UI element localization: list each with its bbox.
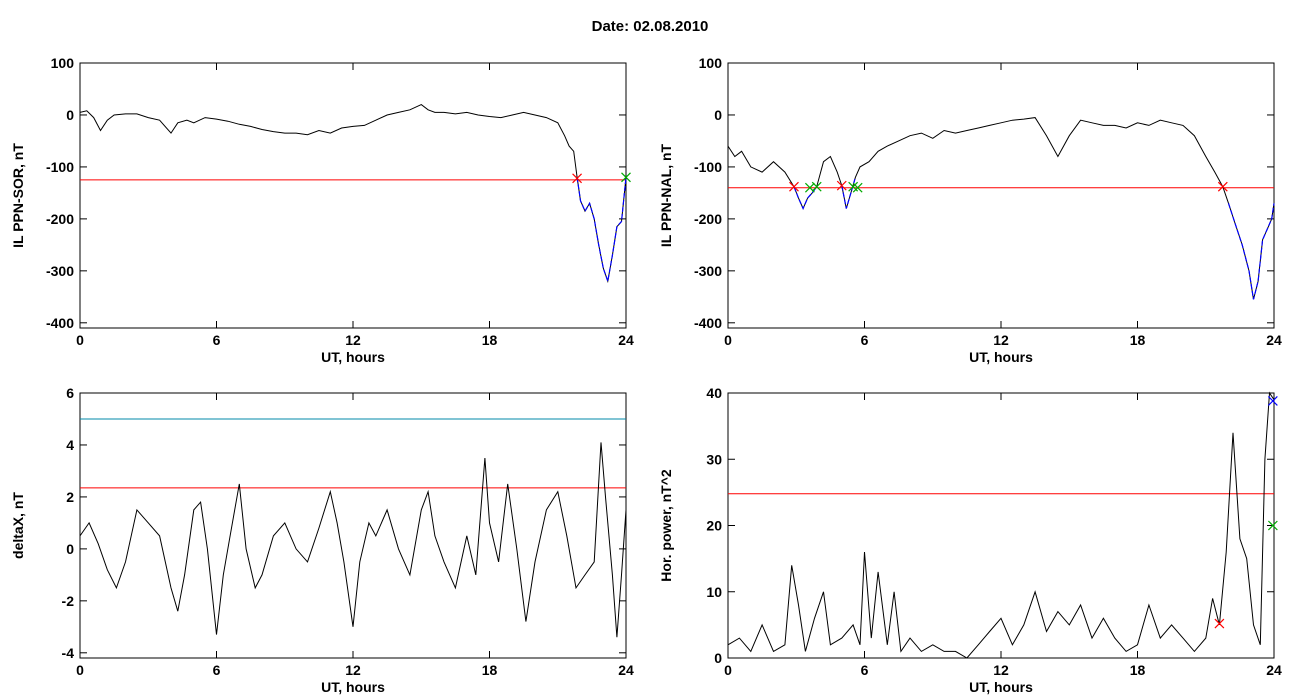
y-tick-label: -4 — [62, 645, 75, 661]
event-marker — [811, 181, 822, 192]
x-tick-label: 0 — [76, 332, 84, 348]
x-tick-label: 12 — [345, 332, 361, 348]
x-tick-label: 0 — [724, 332, 732, 348]
y-axis-label: IL PPN-SOR, nT — [10, 143, 26, 248]
marker-stroke — [1267, 520, 1278, 531]
y-tick-label: 10 — [706, 584, 722, 600]
event-marker — [572, 173, 583, 184]
x-tick-label: 24 — [618, 662, 634, 678]
y-tick-label: -200 — [694, 211, 722, 227]
event-marker — [1267, 520, 1278, 531]
y-tick-label: 100 — [51, 55, 75, 71]
y-tick-label: -2 — [62, 593, 75, 609]
marker-stroke — [836, 180, 847, 191]
y-tick-label: 6 — [66, 385, 74, 401]
y-tick-label: -400 — [46, 315, 74, 331]
x-tick-label: 18 — [482, 662, 498, 678]
y-tick-label: -300 — [46, 263, 74, 279]
marker-stroke — [1214, 618, 1225, 629]
data-series-line — [727, 391, 1275, 659]
x-tick-label: 18 — [1130, 662, 1146, 678]
marker-stroke — [572, 173, 583, 184]
data-series-line — [79, 442, 627, 638]
event-marker — [1214, 618, 1225, 629]
x-axis-label: UT, hours — [321, 349, 385, 365]
x-tick-label: 12 — [993, 662, 1009, 678]
x-tick-label: 6 — [213, 332, 221, 348]
x-tick-label: 6 — [861, 662, 869, 678]
marker-stroke — [789, 181, 799, 192]
y-tick-label: 0 — [66, 107, 74, 123]
x-tick-label: 6 — [213, 662, 221, 678]
data-series-line — [79, 104, 627, 284]
y-tick-label: -200 — [46, 211, 74, 227]
x-tick-label: 18 — [1130, 332, 1146, 348]
marker-stroke — [848, 181, 859, 192]
y-axis-label: IL PPN-NAL, nT — [658, 143, 674, 247]
x-tick-label: 12 — [993, 332, 1009, 348]
x-axis-label: UT, hours — [969, 349, 1033, 365]
x-tick-label: 24 — [618, 332, 634, 348]
event-marker — [1267, 396, 1278, 406]
plot-frame — [79, 62, 627, 329]
y-tick-label: -300 — [694, 263, 722, 279]
x-tick-label: 0 — [76, 662, 84, 678]
plot-frame — [79, 392, 627, 659]
x-tick-label: 0 — [724, 662, 732, 678]
x-tick-label: 24 — [1266, 662, 1282, 678]
event-marker — [621, 172, 631, 183]
y-tick-label: -100 — [694, 159, 722, 175]
marker-stroke — [1217, 181, 1228, 192]
x-tick-label: 24 — [1266, 332, 1282, 348]
y-tick-label: -100 — [46, 159, 74, 175]
figure-title: Date: 02.08.2010 — [591, 18, 709, 35]
y-tick-label: 2 — [66, 489, 74, 505]
highlight-segment — [841, 177, 856, 209]
event-marker — [1217, 181, 1228, 192]
marker-stroke — [621, 172, 631, 183]
y-axis-label: Hor. power, nT^2 — [658, 469, 674, 582]
y-tick-label: 0 — [714, 107, 722, 123]
event-marker — [852, 182, 863, 193]
highlight-segment — [576, 177, 627, 284]
y-tick-label: 0 — [714, 650, 722, 666]
y-tick-label: 0 — [66, 541, 74, 557]
highlight-segment — [793, 186, 818, 210]
x-axis-label: UT, hours — [969, 679, 1033, 695]
y-axis-label: deltaX, nT — [10, 492, 26, 559]
x-tick-label: 6 — [861, 332, 869, 348]
marker-stroke — [811, 181, 822, 192]
panel-il-ppn-sor: 0 6 12 18 24 -400 -300 -200 -100 0 100 UT, hours IL … — [10, 55, 634, 365]
y-tick-label: 40 — [706, 385, 722, 401]
highlight-segment — [1227, 203, 1275, 300]
marker-stroke — [1267, 396, 1278, 406]
x-tick-label: 18 — [482, 332, 498, 348]
x-axis-label: UT, hours — [321, 679, 385, 695]
y-tick-label: 30 — [706, 451, 722, 467]
y-tick-label: 100 — [699, 55, 723, 71]
y-tick-label: -400 — [694, 315, 722, 331]
x-tick-label: 12 — [345, 662, 361, 678]
data-series-line — [727, 117, 1275, 300]
marker-stroke — [804, 182, 815, 193]
y-tick-label: 4 — [66, 437, 74, 453]
panel-hor-power: 0 6 12 18 24 0 10 20 30 40 UT, hours Hor. power, nT… — [658, 385, 1282, 695]
event-marker — [836, 180, 847, 191]
marker-stroke — [852, 182, 863, 193]
panel-il-ppn-nal: 0 6 12 18 24 -400 -300 -200 -100 0 100 UT, hours IL … — [658, 55, 1282, 365]
event-marker — [789, 181, 799, 192]
y-tick-label: 20 — [706, 518, 722, 534]
